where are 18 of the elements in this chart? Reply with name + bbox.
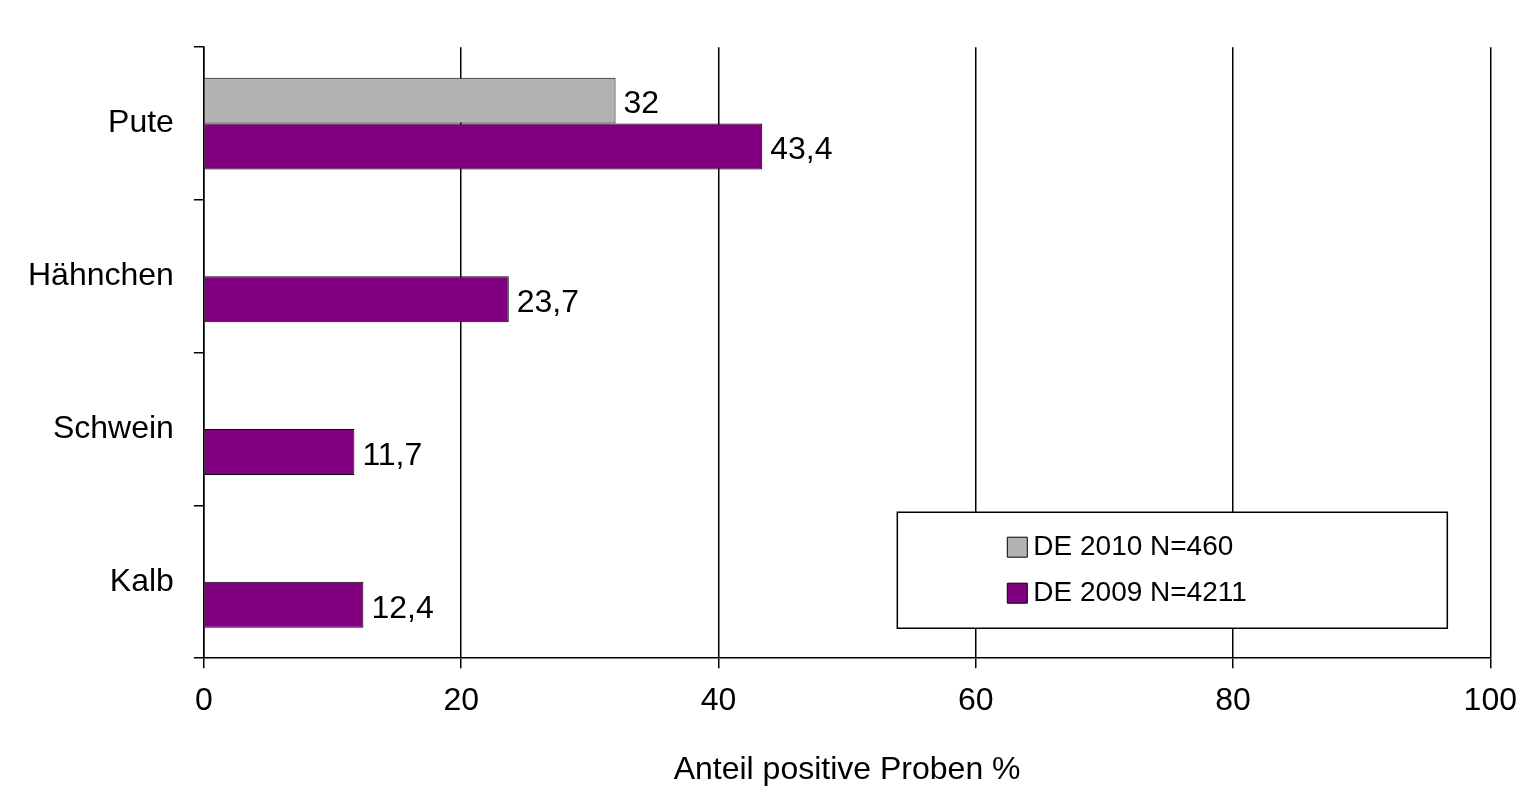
data-label: 32: [623, 84, 660, 121]
data-label: 12,4: [371, 588, 434, 625]
x-tick-label: 20: [443, 681, 479, 718]
data-label: 11,7: [362, 435, 423, 472]
x-tick-label: 60: [957, 681, 994, 718]
x-tick-label: 80: [1215, 681, 1251, 718]
x-tick-label: 100: [1463, 681, 1517, 718]
y-tick-label: Schwein: [52, 408, 174, 445]
data-label: 43,4: [770, 130, 833, 167]
y-tick-label: Pute: [108, 103, 174, 140]
x-tick-label: 0: [194, 681, 213, 718]
y-tick-label: Hähnchen: [28, 256, 174, 293]
legend-label: DE 2010 N=460: [1033, 529, 1234, 561]
y-tick-label: Kalb: [109, 561, 174, 598]
x-axis-title: Anteil positive Proben %: [673, 749, 1021, 786]
legend-label: DE 2009 N=4211: [1033, 575, 1247, 607]
x-tick-label: 40: [700, 681, 737, 718]
data-label: 23,7: [516, 283, 580, 320]
